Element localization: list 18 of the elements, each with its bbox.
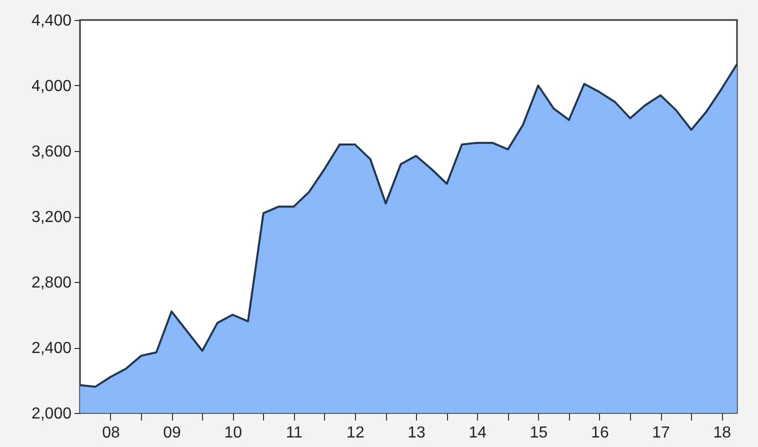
x-tick-label: 15 [530, 424, 548, 442]
y-tick-label: 3,600 [31, 144, 72, 160]
x-tick-label: 17 [652, 424, 670, 442]
x-tick-label: 16 [591, 424, 609, 442]
y-tick-label: 2,000 [31, 406, 72, 422]
y-tick-label: 2,800 [31, 274, 72, 292]
x-tick-label: 11 [286, 424, 303, 442]
y-tick-label: 2,400 [31, 340, 72, 357]
x-tick-label: 13 [408, 424, 426, 442]
y-tick-label: 4,400 [31, 12, 72, 30]
x-tick-label: 10 [224, 424, 242, 442]
x-tick-label: 09 [163, 424, 182, 442]
x-tick-label: 08 [102, 424, 120, 442]
y-tick-label: 4,000 [31, 78, 72, 95]
x-tick-label: 18 [713, 424, 732, 442]
x-tick-label: 12 [346, 424, 364, 442]
y-tick-label: 3,200 [31, 209, 72, 226]
x-tick-label: 14 [468, 424, 487, 442]
